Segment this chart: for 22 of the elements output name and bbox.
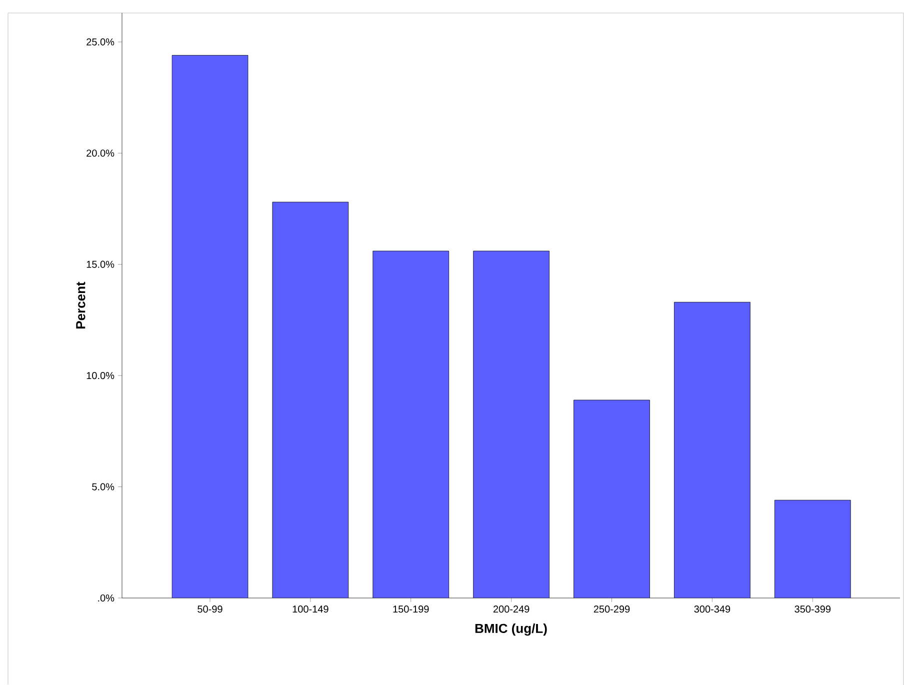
y-tick-label: 5.0% <box>92 483 114 490</box>
bar <box>272 202 348 598</box>
x-axis-title: BMIC (ug/L) <box>475 623 547 636</box>
y-tick-label: 25.0% <box>86 38 114 46</box>
bar <box>372 250 449 598</box>
y-tick-label: .0% <box>98 594 114 602</box>
x-tick-label: 100-149 <box>292 606 328 613</box>
y-tick-label: 15.0% <box>86 260 114 268</box>
x-tick-label: 50-99 <box>198 606 222 613</box>
bar <box>574 400 650 598</box>
y-tick-label: 10.0% <box>86 372 114 380</box>
bar <box>473 250 550 598</box>
x-tick-label: 300-349 <box>694 606 730 613</box>
x-tick-label: 350-399 <box>794 606 831 613</box>
x-tick-label: 150-199 <box>393 606 429 613</box>
bar <box>172 55 248 598</box>
bar <box>774 500 851 598</box>
y-axis-title: Percent <box>76 282 86 328</box>
y-tick-label: 20.0% <box>86 150 114 157</box>
bar <box>674 302 750 598</box>
x-tick-label: 250-299 <box>594 606 630 613</box>
x-tick-label: 200-249 <box>493 606 530 613</box>
